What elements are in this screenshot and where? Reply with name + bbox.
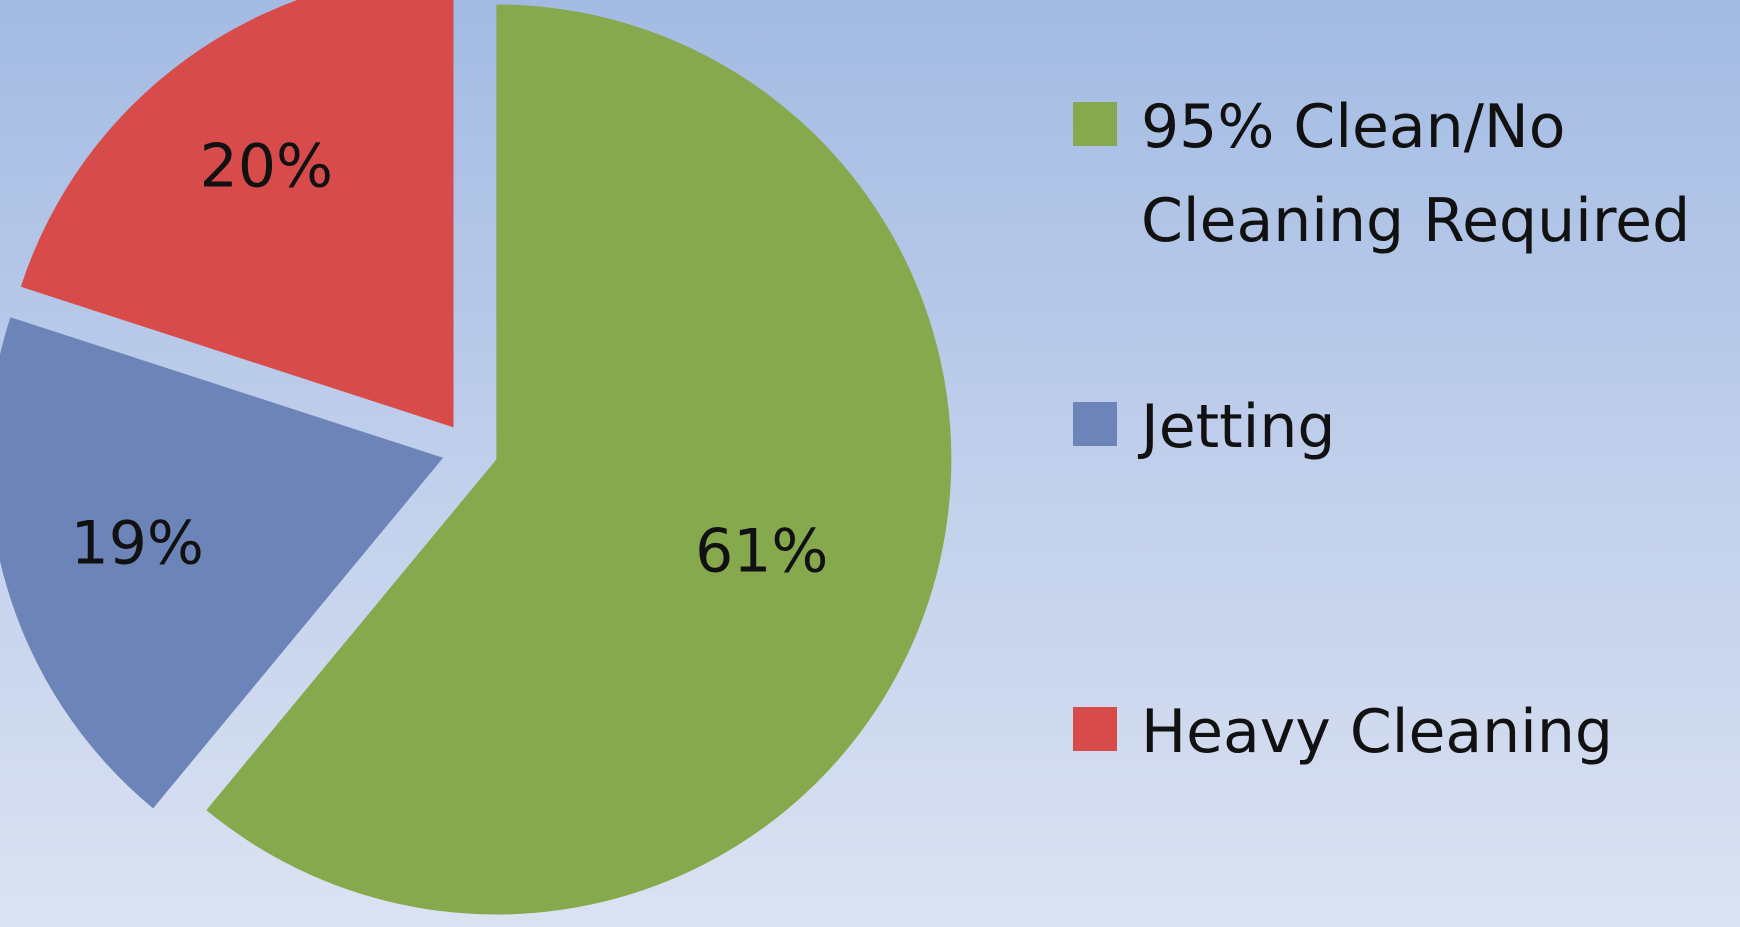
pie-slice-0 — [206, 4, 952, 915]
data-label-1: 19% — [71, 508, 204, 578]
legend-swatch-1 — [1073, 402, 1117, 446]
legend-label-1: Jetting — [1141, 392, 1336, 462]
data-label-2: 20% — [200, 131, 333, 201]
legend-label-2: Heavy Cleaning — [1141, 697, 1613, 767]
legend-label-0: 95% Clean/No Cleaning Required — [1141, 92, 1691, 256]
pie-slice-1 — [0, 317, 444, 809]
pie-chart: 61% 19% 20% — [0, 0, 952, 915]
legend-swatch-0 — [1073, 102, 1117, 146]
legend-item-1: Jetting — [1073, 380, 1335, 474]
legend-item-0: 95% Clean/No Cleaning Required — [1073, 80, 1690, 268]
legend-swatch-2 — [1073, 707, 1117, 751]
legend-item-2: Heavy Cleaning — [1073, 685, 1613, 779]
pie-slice-2 — [20, 0, 454, 428]
data-label-0: 61% — [695, 517, 828, 587]
